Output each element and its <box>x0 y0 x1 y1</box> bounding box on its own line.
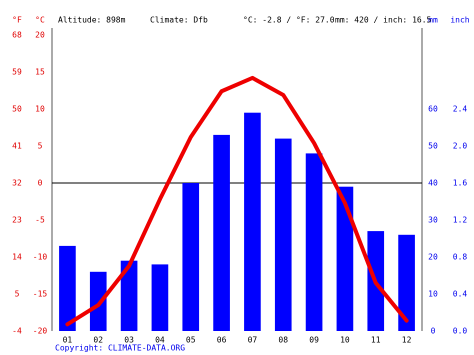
y-tick-label-f: 32 <box>12 179 22 188</box>
x-tick-label: 12 <box>402 336 412 345</box>
y-tick-label-c: 10 <box>35 105 45 114</box>
y2-tick-label: 20 <box>428 253 438 262</box>
x-tick-label: 05 <box>186 336 196 345</box>
bar <box>213 134 230 331</box>
bar <box>89 271 107 331</box>
x-tick-label: 04 <box>155 336 165 345</box>
y2-tick-label: 30 <box>428 216 438 225</box>
y-tick-label-c: 5 <box>38 142 43 151</box>
y-tick-label-f: 50 <box>12 105 22 114</box>
header-item: Altitude: 898m <box>58 16 126 25</box>
y2-tick-label-inch: 0.0 <box>453 327 468 336</box>
bar <box>120 260 138 331</box>
x-tick-label: 09 <box>309 336 319 345</box>
bar <box>244 112 261 331</box>
x-tick-label: 06 <box>217 336 227 345</box>
axis-unit-inch: inch <box>450 16 469 25</box>
axis-unit-c: °C <box>35 16 45 25</box>
temperature-line <box>65 75 409 327</box>
y-tick-label-f: 68 <box>12 31 22 40</box>
y2-tick-label: 50 <box>428 142 438 151</box>
y-tick-label-f: 59 <box>12 68 22 77</box>
y-tick-label-c: -15 <box>33 290 48 299</box>
bar <box>305 153 323 331</box>
y2-tick-label-inch: 0.4 <box>453 290 468 299</box>
x-tick-label: 11 <box>371 336 381 345</box>
y2-tick-label-inch: 1.2 <box>453 216 468 225</box>
bar <box>398 234 415 331</box>
header-item: mm: 420 / inch: 16.5 <box>335 16 432 25</box>
y-tick-label-c: 15 <box>35 68 45 77</box>
x-tick-label: 10 <box>340 336 350 345</box>
y-tick-label-f: 14 <box>12 253 22 262</box>
bar <box>182 183 200 331</box>
y-tick-label-f: -4 <box>12 327 22 336</box>
bar <box>151 264 169 331</box>
x-tick-label: 02 <box>93 336 103 345</box>
copyright: Copyright: CLIMATE-DATA.ORG <box>55 344 185 353</box>
y2-tick-label: 40 <box>428 179 438 188</box>
header-item: °C: -2.8 / °F: 27.0 <box>243 16 335 25</box>
axis-unit-f: °F <box>12 16 22 25</box>
y-tick-label-f: 41 <box>12 142 22 151</box>
y2-tick-label: 10 <box>428 290 438 299</box>
y-tick-label-c: -20 <box>33 327 48 336</box>
y-tick-label-c: 0 <box>38 179 43 188</box>
y2-tick-label-inch: 0.8 <box>453 253 468 262</box>
x-tick-label: 07 <box>248 336 258 345</box>
axis-unit-mm: mm <box>428 16 438 25</box>
header-item: Climate: Dfb <box>150 16 208 25</box>
y-tick-label-f: 5 <box>15 290 20 299</box>
x-tick-label: 03 <box>124 336 134 345</box>
y-tick-label-c: -5 <box>35 216 45 225</box>
y-tick-label-c: -10 <box>33 253 48 262</box>
y2-tick-label: 0 <box>431 327 436 336</box>
y2-tick-label: 60 <box>428 105 438 114</box>
bar <box>274 138 292 331</box>
y2-tick-label-inch: 2.0 <box>453 142 468 151</box>
y-tick-label-f: 23 <box>12 216 22 225</box>
x-tick-label: 01 <box>63 336 73 345</box>
y2-tick-label-inch: 2.4 <box>453 105 468 114</box>
bar <box>336 186 354 331</box>
y2-tick-label-inch: 1.6 <box>453 179 468 188</box>
y-tick-label-c: 20 <box>35 31 45 40</box>
bar <box>59 245 76 331</box>
x-tick-label: 08 <box>278 336 288 345</box>
